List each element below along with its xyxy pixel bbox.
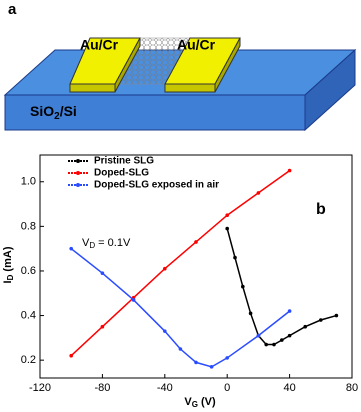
data-point — [264, 342, 269, 347]
series-line — [70, 248, 291, 368]
x-axis-label: VG (V) — [184, 396, 216, 409]
y-tick-label: 1.0 — [21, 176, 36, 188]
x-tick-label: -80 — [94, 382, 110, 394]
y-tick-label: 0.4 — [21, 309, 36, 321]
data-point — [334, 313, 339, 318]
data-point — [256, 333, 261, 338]
data-point — [209, 365, 214, 369]
data-point — [256, 191, 261, 195]
data-point — [194, 240, 198, 244]
x-tick-label: 40 — [283, 382, 295, 394]
text-part: V — [184, 396, 192, 408]
subscript: 2 — [54, 111, 60, 122]
data-point — [163, 329, 167, 333]
data-point — [194, 360, 198, 365]
data-point — [225, 356, 229, 360]
x-tick-label: 0 — [224, 382, 230, 394]
legend-marker — [76, 183, 80, 187]
data-point — [319, 318, 323, 322]
data-point — [287, 333, 292, 338]
data-point — [178, 347, 183, 351]
x-tick-label: -120 — [29, 382, 51, 394]
legend-label: Doped-SLG exposed in air — [94, 180, 219, 191]
electrode-label: Au/Cr — [177, 37, 216, 53]
data-point — [287, 168, 292, 173]
plot-frame — [39, 154, 353, 379]
substrate-label: SiO2/Si — [30, 103, 77, 122]
series-line — [226, 228, 337, 346]
text-part: V — [82, 237, 90, 249]
series-line — [70, 169, 291, 357]
data-point — [100, 271, 105, 275]
subscript: D — [6, 274, 15, 280]
y-tick-label: 0.2 — [21, 354, 36, 366]
device-schematic — [3, 37, 357, 132]
electrode-label: Au/Cr — [80, 37, 119, 53]
data-point — [272, 342, 276, 347]
text-part: I — [2, 280, 14, 283]
data-point — [69, 246, 73, 251]
panel-label: a — [8, 1, 17, 18]
x-tick-label: 80 — [346, 382, 358, 394]
legend-label: Pristine SLG — [94, 156, 154, 167]
data-point — [241, 284, 245, 289]
text-part: (V) — [198, 396, 216, 408]
subscript: G — [192, 400, 198, 409]
y-tick-label: 0.8 — [21, 220, 36, 232]
legend-label: Doped-SLG — [94, 168, 149, 179]
data-point — [163, 266, 167, 271]
data-point — [248, 311, 253, 316]
chart: -120 -80 -40 0 40 80 0.2 0.4 0.6 0.8 1.0 Pristine S… — [21, 154, 358, 394]
data-point — [287, 309, 292, 313]
legend-marker — [76, 159, 80, 163]
text-part: = 0.1V — [95, 237, 131, 249]
data-point — [131, 298, 136, 302]
x-tick-label: -40 — [157, 382, 173, 394]
data-point — [280, 338, 284, 342]
annotation: VD = 0.1V — [82, 237, 131, 250]
text-part: /Si — [60, 103, 77, 119]
data-point — [100, 324, 105, 329]
data-point — [303, 324, 308, 329]
panel-label: b — [316, 201, 326, 218]
y-tick-label: 0.6 — [21, 265, 36, 277]
data-point — [225, 226, 229, 231]
legend-marker — [76, 171, 80, 175]
text-part: SiO — [30, 103, 54, 119]
text-part: (mA) — [2, 246, 14, 274]
data-point — [225, 213, 229, 218]
data-point — [233, 255, 237, 260]
data-point — [69, 353, 73, 358]
y-axis-label: ID (mA) — [2, 246, 15, 283]
subscript: D — [89, 241, 95, 250]
